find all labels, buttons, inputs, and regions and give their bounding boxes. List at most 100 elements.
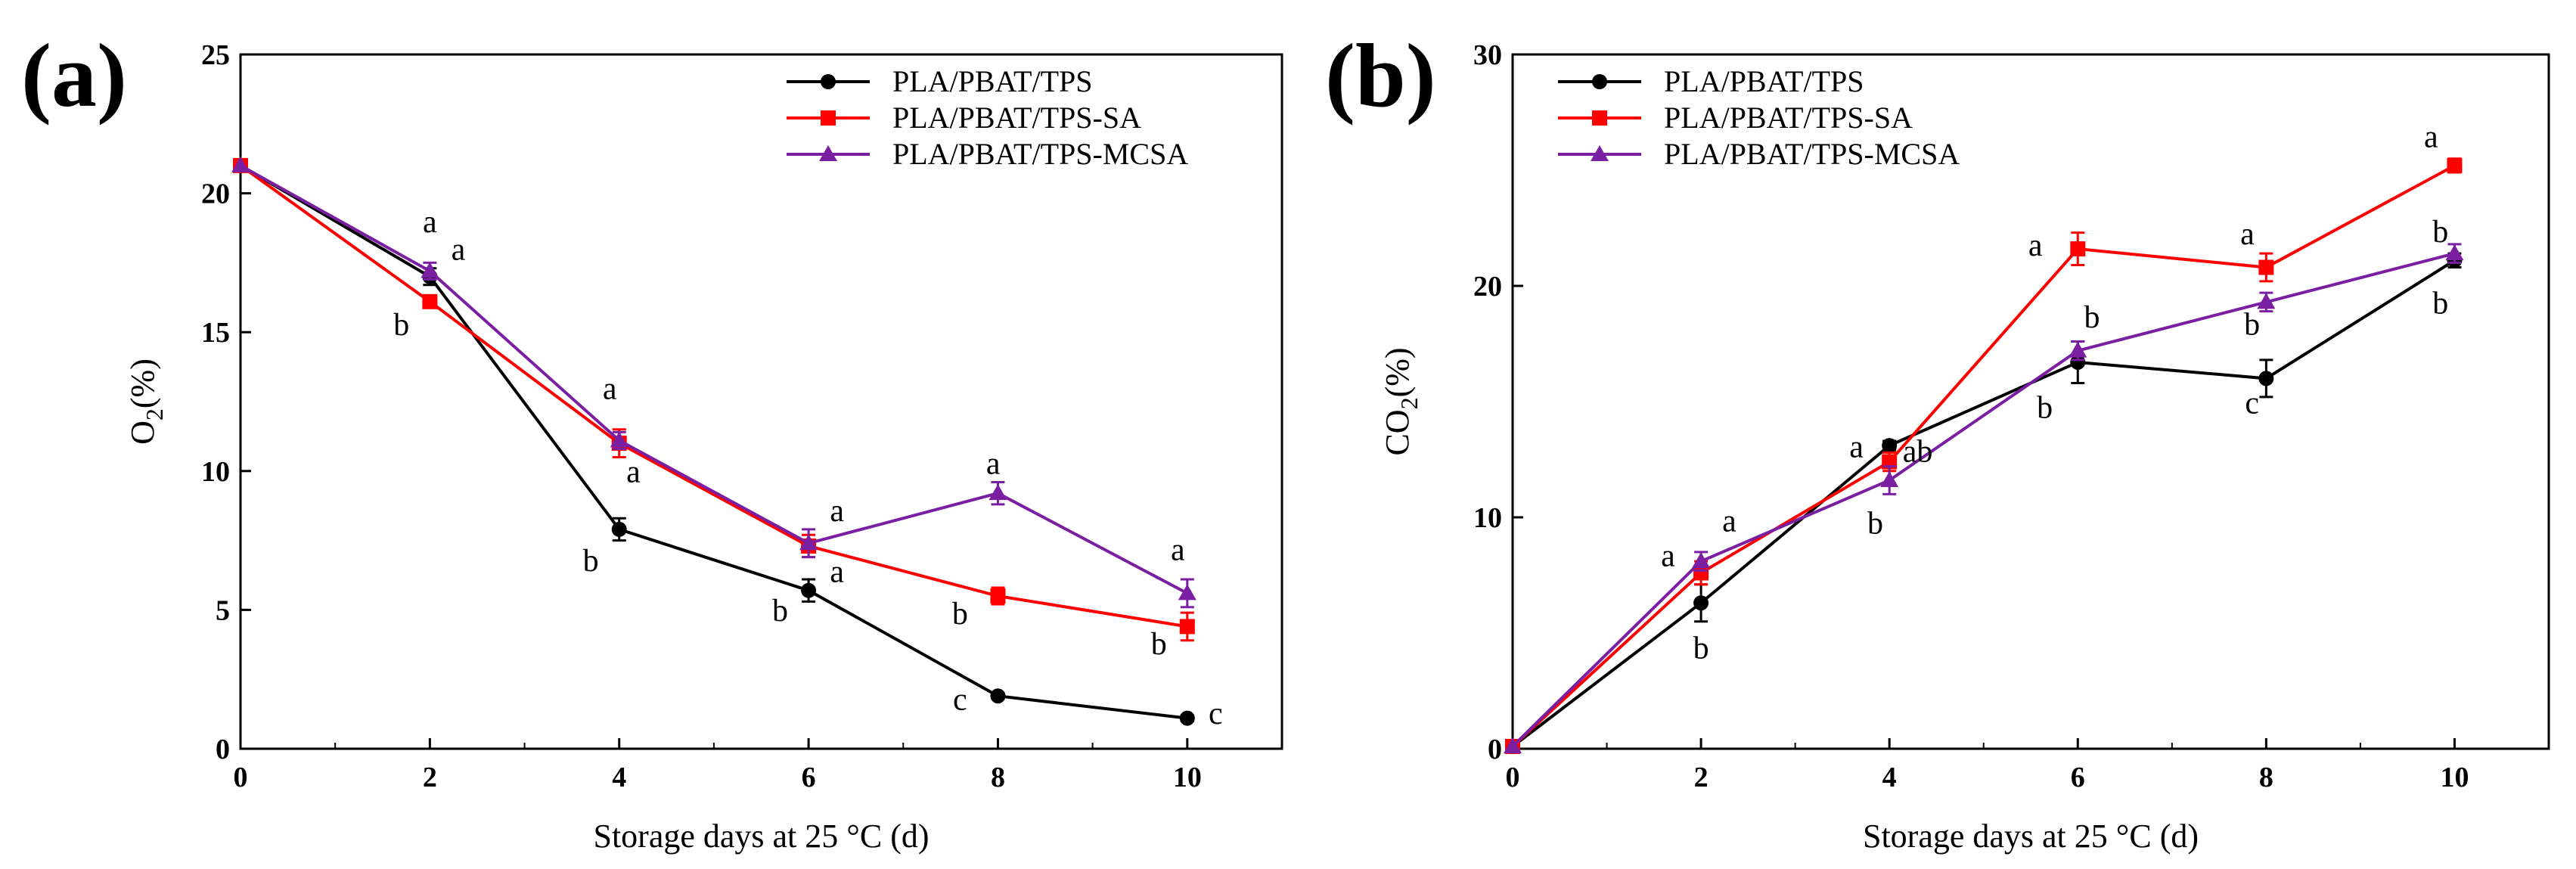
significance-letter: b xyxy=(2432,287,2448,321)
x-tick-label: 2 xyxy=(423,762,437,793)
plot-frame xyxy=(239,53,1283,750)
significance-letter: a xyxy=(603,371,617,406)
significance-letter: a xyxy=(1722,504,1736,538)
data-point xyxy=(990,588,1006,604)
significance-letter: a xyxy=(1661,538,1675,573)
significance-letter: c xyxy=(1209,697,1223,731)
significance-letter: b xyxy=(583,544,599,579)
x-tick-label: 8 xyxy=(2259,762,2273,793)
significance-letter: b xyxy=(1693,632,1709,666)
data-point xyxy=(1882,438,1898,454)
legend-marker xyxy=(821,74,836,89)
data-point xyxy=(1692,552,1711,569)
x-tick-label: 6 xyxy=(2071,762,2085,793)
panel-a-oxygen-chart: (a) 0 2 4 6 8 10 0 5 10 15 20 25 Storage days at 25 °… xyxy=(21,25,1283,855)
series-pla-pbat-tps-mcsa xyxy=(231,156,1196,609)
x-tick-label: 10 xyxy=(2440,762,2469,793)
significance-letter: b xyxy=(2432,215,2448,250)
y-tick-label: 20 xyxy=(1473,271,1502,303)
data-point xyxy=(1693,565,1709,581)
significance-letter: a xyxy=(2424,119,2438,154)
data-point xyxy=(1504,737,1522,753)
data-point xyxy=(2070,354,2086,370)
x-tick-label: 4 xyxy=(1882,762,1897,793)
data-point xyxy=(610,431,628,448)
data-point xyxy=(2258,259,2274,275)
data-point xyxy=(611,521,627,537)
data-point xyxy=(989,484,1007,501)
data-point xyxy=(2258,371,2274,386)
x-axis-title: Storage days at 25 °C (d) xyxy=(593,818,929,855)
significance-letter: a xyxy=(1171,532,1185,567)
legend-label: PLA/PBAT/TPS xyxy=(892,64,1093,98)
significance-letter: a xyxy=(1849,430,1864,464)
legend-marker xyxy=(1592,110,1607,126)
significance-letter: a xyxy=(830,494,844,529)
significance-letter: a xyxy=(830,555,844,590)
significance-letter: b xyxy=(1867,506,1883,541)
data-point xyxy=(1693,595,1709,611)
data-point xyxy=(990,688,1006,704)
significance-letter: c xyxy=(953,683,967,718)
significance-letter: ab xyxy=(1903,435,1933,470)
series-pla-pbat-tps-sa xyxy=(1505,157,2463,754)
series-pla-pbat-tps-mcsa xyxy=(1504,243,2464,753)
x-tick-label: 0 xyxy=(234,762,248,793)
significance-letter: a xyxy=(423,205,437,240)
significance-letter: b xyxy=(2037,390,2053,425)
data-point xyxy=(422,293,438,309)
legend-marker xyxy=(1591,145,1609,161)
data-point xyxy=(2069,341,2087,358)
y-axis-title: O2(%) xyxy=(124,358,168,445)
data-point xyxy=(1179,710,1195,726)
significance-letter: a xyxy=(626,455,641,489)
legend-label: PLA/PBAT/TPS-SA xyxy=(892,101,1141,135)
y-tick-label: 20 xyxy=(201,178,230,210)
significance-letter: a xyxy=(452,233,466,268)
series-pla-pbat-tps xyxy=(1505,252,2463,754)
legend-marker xyxy=(1592,74,1607,89)
significance-letter: b xyxy=(2084,300,2100,335)
significance-letter: c xyxy=(2245,386,2259,421)
data-point xyxy=(801,582,817,598)
series-line xyxy=(1511,252,2455,748)
significance-letter: a xyxy=(2240,217,2255,252)
legend-label: PLA/PBAT/TPS xyxy=(1664,64,1864,98)
y-tick-label: 0 xyxy=(1488,734,1502,765)
x-tick-label: 10 xyxy=(1173,762,1202,793)
y-tick-label: 30 xyxy=(1473,39,1502,71)
series-line xyxy=(240,164,1188,595)
significance-letter: a xyxy=(986,446,1001,481)
series-line xyxy=(239,164,1188,628)
series-line xyxy=(1511,259,2456,748)
x-tick-label: 0 xyxy=(1506,762,1520,793)
significance-letter: b xyxy=(1151,627,1167,662)
data-point xyxy=(1179,619,1195,635)
panel-b-carbon-dioxide-chart: (b) 0 2 4 6 8 10 0 10 20 30 Storage days at 25 °C (… xyxy=(1325,25,2550,855)
y-axis-title-subscript: 2 xyxy=(141,408,168,421)
x-tick-label: 4 xyxy=(612,762,626,793)
legend-label: PLA/PBAT/TPS-MCSA xyxy=(892,137,1188,171)
data-point xyxy=(799,534,818,551)
y-tick-label: 5 xyxy=(216,594,230,626)
legend-label: PLA/PBAT/TPS-SA xyxy=(1664,101,1913,135)
panel-label: (b) xyxy=(1325,25,1436,126)
legend-label: PLA/PBAT/TPS-MCSA xyxy=(1664,137,1960,171)
y-axis-title-subscript: 2 xyxy=(1395,397,1423,409)
data-point xyxy=(2257,293,2276,309)
y-tick-label: 10 xyxy=(201,456,230,488)
x-tick-label: 2 xyxy=(1694,762,1709,793)
plot-frame xyxy=(1511,53,2550,750)
significance-letter: b xyxy=(393,308,409,343)
series-pla-pbat-tps-sa xyxy=(233,157,1195,642)
data-point xyxy=(1178,584,1196,601)
data-point xyxy=(2070,241,2086,257)
significance-letter: b xyxy=(2244,307,2260,342)
y-tick-label: 10 xyxy=(1473,502,1502,534)
x-tick-label: 6 xyxy=(802,762,816,793)
significance-letter: b xyxy=(772,594,788,628)
y-axis-title-unit: (%) xyxy=(1379,347,1416,397)
y-axis-title: CO2(%) xyxy=(1379,347,1423,455)
x-tick-label: 8 xyxy=(991,762,1005,793)
y-axis-title-main: CO xyxy=(1379,409,1416,455)
